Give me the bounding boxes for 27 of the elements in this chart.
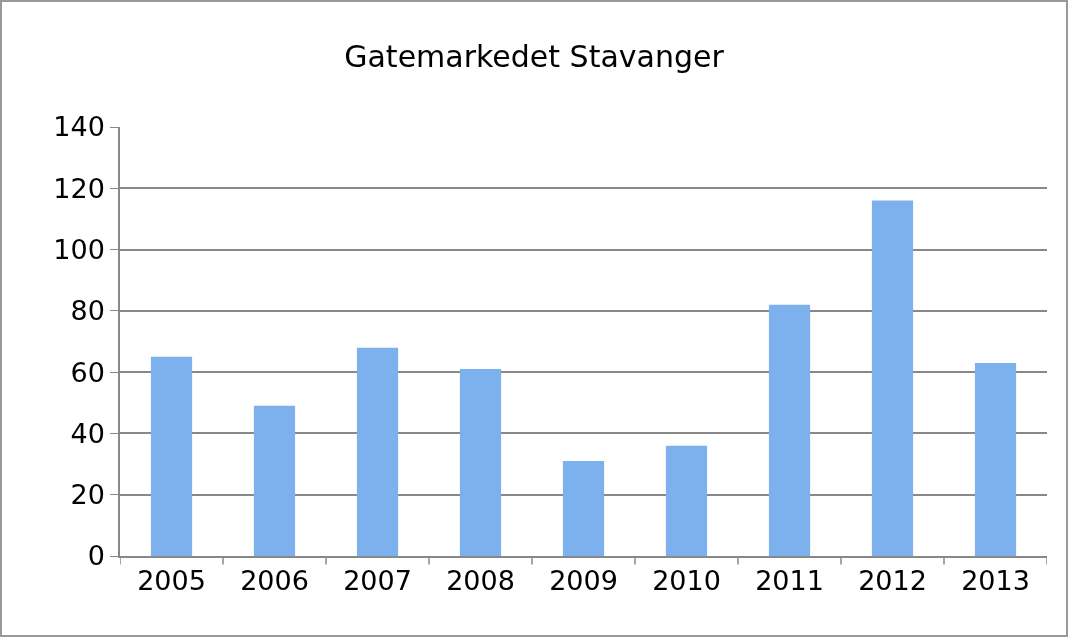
chart-title: Gatemarkedet Stavanger [344,39,725,75]
y-tick-label: 0 [87,540,105,572]
y-tick-label: 140 [53,111,105,143]
x-tick-label: 2011 [755,565,824,597]
bar [562,461,605,556]
x-tick-label: 2006 [240,565,309,597]
y-tick-label: 20 [70,479,105,511]
bar [665,445,708,556]
y-tick-label: 100 [53,234,105,266]
x-tick-label: 2010 [652,565,721,597]
x-tick-label: 2009 [549,565,618,597]
y-tick-label: 60 [70,356,105,388]
y-tick-label: 80 [70,295,105,327]
x-tick-label: 2008 [446,565,515,597]
bar [459,369,502,556]
y-tick-label: 120 [53,172,105,204]
bar [768,304,811,556]
bar [150,356,193,556]
x-tick-label: 2007 [343,565,412,597]
y-tick-label: 40 [70,417,105,449]
x-tick-label: 2012 [858,565,927,597]
bar [253,405,296,556]
bar [356,347,399,556]
bar [871,200,914,556]
x-tick-label: 2005 [137,565,206,597]
bar [974,362,1017,556]
x-tick-label: 2013 [961,565,1030,597]
